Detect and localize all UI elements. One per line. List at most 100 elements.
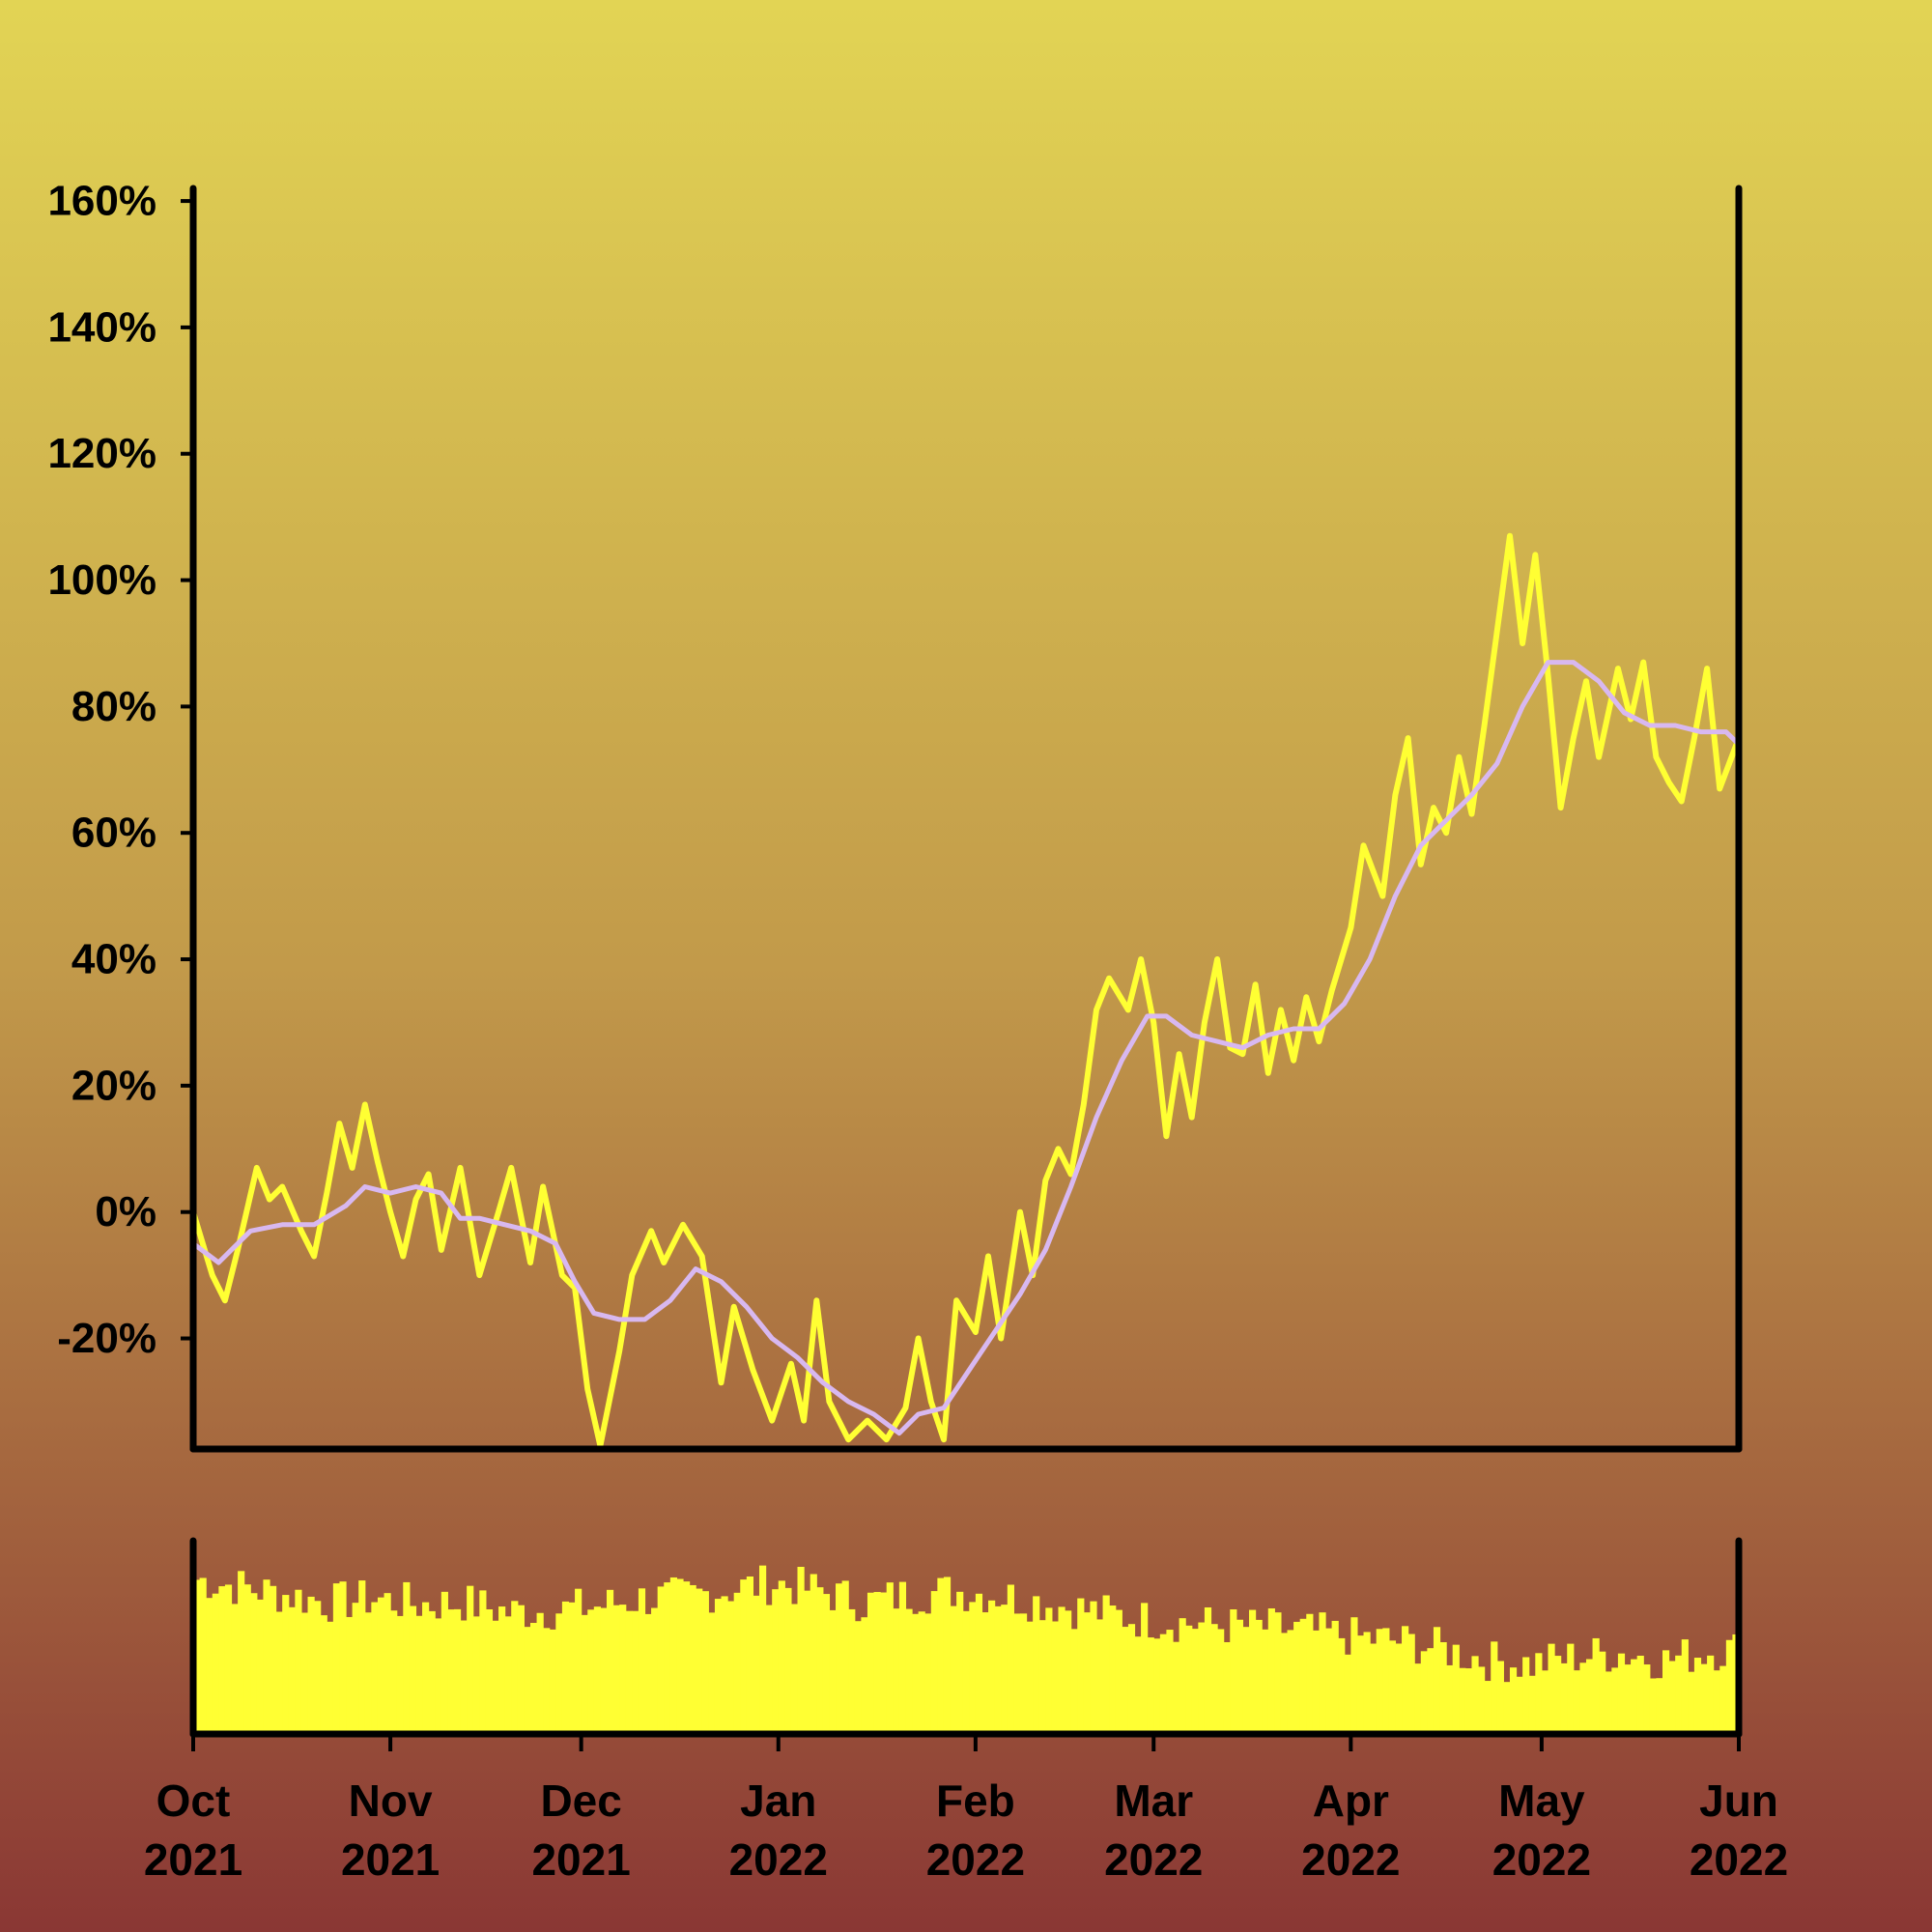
volume-bar <box>1159 1634 1167 1734</box>
volume-bar <box>1713 1670 1720 1734</box>
volume-bar <box>644 1613 652 1734</box>
volume-bar <box>625 1610 633 1734</box>
volume-bar <box>1491 1641 1498 1734</box>
axes: -20% 0% 20% 40% 60% 80% 100% 120% 140% 160% Oct 202… <box>47 178 1788 1885</box>
volume-bar <box>1370 1643 1378 1734</box>
volume-bar <box>212 1593 219 1734</box>
volume-bar <box>1051 1621 1060 1734</box>
volume-bar <box>199 1577 207 1734</box>
volume-bar <box>714 1599 723 1734</box>
y-tick-label: 20% <box>71 1062 156 1109</box>
volume-bar <box>1242 1627 1250 1734</box>
volume-bar <box>1033 1596 1040 1734</box>
volume-bar <box>428 1610 436 1734</box>
volume-bar <box>1605 1671 1612 1734</box>
volume-bar <box>1707 1655 1715 1734</box>
volume-bar <box>816 1587 824 1734</box>
volume-bar <box>453 1608 462 1734</box>
x-tick-label-year: 2022 <box>926 1834 1025 1885</box>
volume-bar <box>1045 1607 1053 1734</box>
volume-bar <box>415 1615 423 1734</box>
volume-bar <box>1725 1639 1734 1734</box>
volume-bar <box>447 1609 455 1734</box>
volume-bar <box>1484 1681 1492 1734</box>
volume-bar <box>950 1605 957 1734</box>
volume-bar <box>1356 1635 1365 1734</box>
volume-bar <box>1262 1629 1269 1734</box>
volume-bar <box>638 1588 646 1734</box>
x-tick-label-year: 2021 <box>531 1834 630 1885</box>
x-tick-label-year: 2022 <box>1492 1834 1591 1885</box>
volume-bar <box>1122 1627 1129 1734</box>
volume-bar <box>804 1590 811 1734</box>
volume-bar <box>581 1614 588 1734</box>
volume-bar <box>218 1586 226 1734</box>
x-tick-label-year: 2022 <box>1301 1834 1400 1885</box>
y-tick-label: 60% <box>71 810 156 857</box>
volume-bar <box>282 1595 290 1734</box>
volume-bar <box>1376 1629 1383 1734</box>
volume-bar <box>1007 1584 1014 1734</box>
volume-bar <box>829 1609 837 1734</box>
volume-bar <box>300 1612 309 1734</box>
volume-bar <box>651 1607 659 1734</box>
volume-bar <box>924 1613 932 1734</box>
volume-bar <box>1102 1595 1110 1734</box>
volume-bar <box>346 1616 354 1734</box>
y-tick-label: 120% <box>47 430 156 477</box>
volume-bar <box>529 1623 538 1734</box>
volume-bar <box>1535 1653 1543 1734</box>
volume-bar <box>1179 1618 1186 1734</box>
volume-bar <box>1599 1651 1606 1734</box>
volume-bar <box>1065 1610 1072 1734</box>
volume-bar <box>632 1610 639 1734</box>
series-line-1 <box>193 532 1739 1449</box>
volume-bar <box>467 1585 474 1734</box>
volume-bar <box>460 1620 468 1734</box>
volume-bar <box>708 1612 716 1734</box>
volume-bar <box>332 1583 341 1734</box>
volume-bar <box>206 1598 213 1734</box>
volume-bar <box>753 1595 760 1734</box>
volume-bar <box>1592 1637 1600 1734</box>
volume-bar <box>740 1579 748 1734</box>
volume-bar <box>377 1597 385 1734</box>
volume-bar <box>721 1596 728 1734</box>
volume-bar <box>1095 1619 1104 1734</box>
volume-bar <box>231 1604 239 1734</box>
volume-bar <box>1026 1621 1034 1734</box>
volume-bar <box>504 1616 512 1734</box>
volume-bar <box>1127 1624 1136 1734</box>
volume-bar <box>1516 1676 1523 1734</box>
volume-bar <box>593 1606 601 1734</box>
volume-bar <box>1567 1643 1575 1734</box>
volume-bar <box>224 1584 233 1734</box>
volume-bar <box>479 1590 487 1734</box>
volume-bar <box>1681 1639 1689 1734</box>
volume-bar <box>314 1601 322 1734</box>
volume-bar <box>1166 1630 1174 1734</box>
volume-bar <box>568 1602 576 1734</box>
volume-bar <box>1267 1608 1275 1734</box>
x-tick-label-year: 2022 <box>1104 1834 1203 1885</box>
x-tick-label-month: Jan <box>740 1776 816 1826</box>
volume-bar <box>1038 1620 1046 1734</box>
volume-bar <box>1420 1651 1428 1734</box>
volume-bar <box>1204 1606 1212 1734</box>
volume-bar <box>1287 1630 1294 1734</box>
x-tick-label-month: Feb <box>936 1776 1015 1826</box>
x-tick-label-month: Nov <box>349 1776 433 1826</box>
volume-bar <box>898 1581 907 1734</box>
volume-bar <box>1312 1630 1321 1734</box>
volume-bar <box>1382 1628 1390 1734</box>
x-tick-label-month: Dec <box>540 1776 621 1826</box>
volume-bar <box>981 1612 989 1734</box>
volume-bar <box>549 1629 556 1734</box>
volume-bar <box>275 1611 283 1734</box>
volume-bar <box>193 1579 201 1734</box>
volume-bar <box>517 1605 525 1734</box>
x-tick-label-month: Mar <box>1114 1776 1193 1826</box>
y-tick-label: 0% <box>95 1188 156 1236</box>
volume-bar <box>1624 1664 1632 1734</box>
volume-bar <box>320 1615 327 1734</box>
